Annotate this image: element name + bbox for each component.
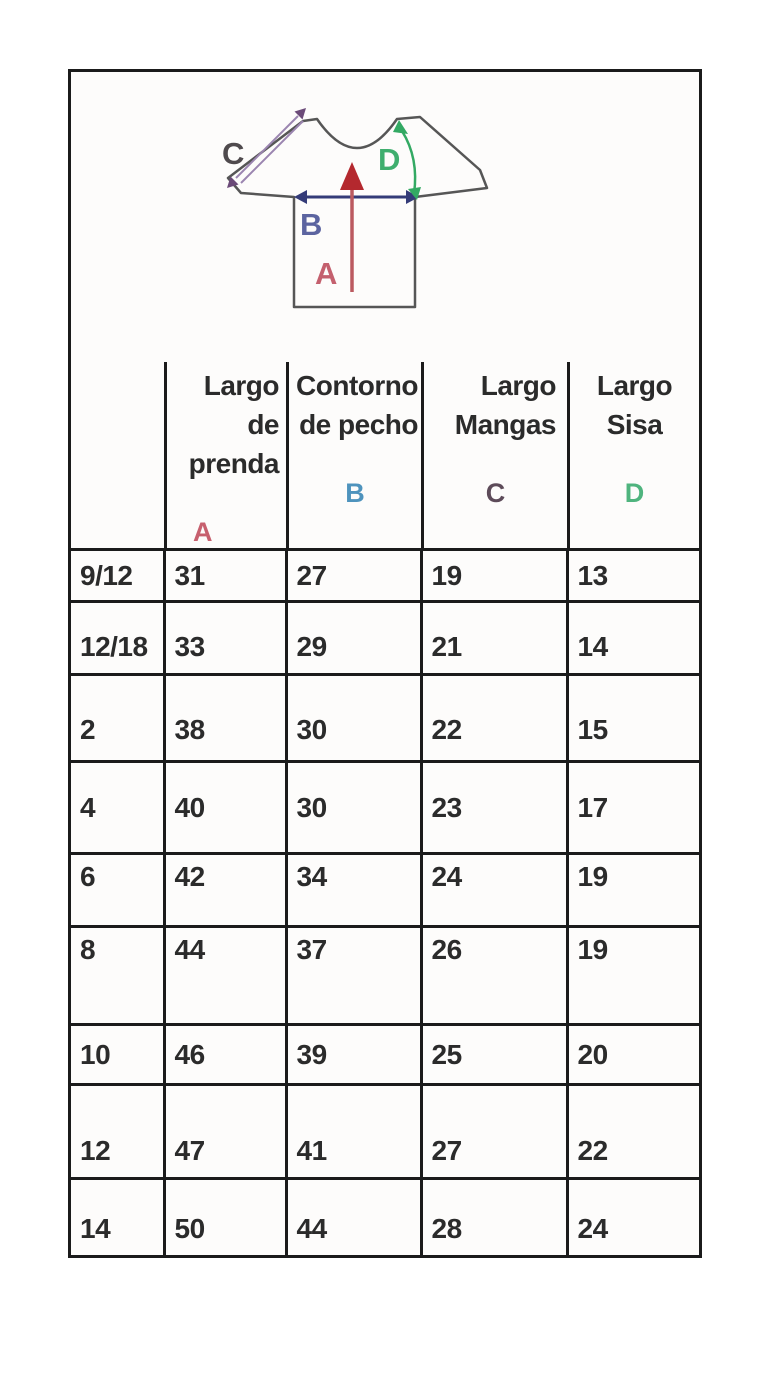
column-letter-b: B	[345, 478, 365, 508]
value-cell: 17	[565, 760, 699, 855]
value-cell: 27	[419, 1083, 569, 1180]
measure-b-arrow	[294, 190, 419, 204]
diagram-label-d: D	[378, 142, 400, 177]
table-row: 9/12 31 27 19 13	[71, 548, 699, 603]
tshirt-diagram-svg: C B A D	[222, 108, 489, 309]
value-cell: 30	[284, 673, 423, 763]
table-row: 12 47 41 27 22	[71, 1083, 699, 1180]
value-cell: 24	[565, 1177, 699, 1257]
value-cell: 31	[162, 548, 288, 603]
value-cell: 24	[419, 852, 569, 928]
value-cell: 19	[565, 925, 699, 1026]
value-cell: 23	[419, 760, 569, 855]
measure-c-arrow	[227, 108, 306, 188]
size-cell: 12/18	[71, 600, 166, 676]
value-cell: 13	[565, 548, 699, 603]
header-cell-size	[71, 362, 164, 548]
column-title-line1: Contorno	[296, 370, 418, 401]
header-cell-largo-sisa: Largo Sisa D	[567, 362, 699, 548]
column-letter-c: C	[485, 478, 506, 508]
table-row: 12/18 33 29 21 14	[71, 600, 699, 676]
value-cell: 19	[565, 852, 699, 928]
column-letter-a: A	[193, 517, 213, 547]
value-cell: 26	[419, 925, 569, 1026]
value-cell: 29	[284, 600, 423, 676]
diagram-label-a: A	[315, 256, 337, 291]
size-cell: 4	[71, 760, 166, 855]
value-cell: 22	[419, 673, 569, 763]
table-row: 2 38 30 22 15	[71, 673, 699, 763]
value-cell: 47	[162, 1083, 288, 1180]
column-title-line2: Sisa	[606, 409, 663, 440]
value-cell: 28	[419, 1177, 569, 1257]
size-cell: 10	[71, 1023, 166, 1086]
column-title-line2: Mangas	[454, 409, 557, 440]
size-cell: 2	[71, 673, 166, 763]
table-row: 8 44 37 26 19	[71, 925, 699, 1026]
size-table: 9/12 31 27 19 13 12/18 33 29 21 14 2 38 30 22 15 4 40 30 2…	[71, 548, 699, 1257]
value-cell: 42	[162, 852, 288, 928]
table-row: 14 50 44 28 24	[71, 1177, 699, 1257]
value-cell: 39	[284, 1023, 423, 1086]
header-cell-contorno-de-pecho: Contorno de pecho B	[286, 362, 421, 548]
value-cell: 38	[162, 673, 288, 763]
value-cell: 40	[162, 760, 288, 855]
table-row: 6 42 34 24 19	[71, 852, 699, 928]
size-cell: 12	[71, 1083, 166, 1180]
table-row: 4 40 30 23 17	[71, 760, 699, 855]
value-cell: 27	[284, 548, 423, 603]
value-cell: 22	[565, 1083, 699, 1180]
diagram-label-c: C	[222, 136, 244, 171]
column-letter-d: D	[624, 478, 645, 508]
chart-frame: C B A D Largo de prenda A Contorno de pe…	[68, 69, 702, 1258]
tshirt-measurement-diagram: C B A D	[210, 100, 500, 320]
value-cell: 44	[162, 925, 288, 1026]
value-cell: 33	[162, 600, 288, 676]
value-cell: 44	[284, 1177, 423, 1257]
size-cell: 9/12	[71, 548, 166, 603]
size-cell: 8	[71, 925, 166, 1026]
column-title: Largo Mangas	[424, 366, 567, 444]
size-table-body: 9/12 31 27 19 13 12/18 33 29 21 14 2 38 30 22 15 4 40 30 2…	[71, 548, 699, 1257]
value-cell: 46	[162, 1023, 288, 1086]
value-cell: 20	[565, 1023, 699, 1086]
measure-a-arrow	[340, 162, 364, 292]
column-title-line2: prenda	[188, 448, 280, 479]
value-cell: 30	[284, 760, 423, 855]
value-cell: 14	[565, 600, 699, 676]
column-title: Contorno de pecho	[289, 366, 421, 444]
column-title-line2: de pecho	[299, 409, 418, 440]
value-cell: 50	[162, 1177, 288, 1257]
diagram-label-b: B	[300, 207, 322, 242]
value-cell: 15	[565, 673, 699, 763]
measure-d-arrow	[393, 120, 421, 200]
column-title-line1: Largo	[596, 370, 673, 401]
value-cell: 37	[284, 925, 423, 1026]
value-cell: 25	[419, 1023, 569, 1086]
column-title-line1: Largo de	[203, 370, 280, 440]
value-cell: 41	[284, 1083, 423, 1180]
column-title: Largo de prenda	[167, 366, 286, 483]
size-cell: 6	[71, 852, 166, 928]
value-cell: 34	[284, 852, 423, 928]
column-title: Largo Sisa	[570, 366, 699, 444]
tshirt-outline	[226, 115, 489, 309]
header-cell-largo-de-prenda: Largo de prenda A	[164, 362, 286, 548]
size-cell: 14	[71, 1177, 166, 1257]
value-cell: 19	[419, 548, 569, 603]
table-row: 10 46 39 25 20	[71, 1023, 699, 1086]
column-title-line1: Largo	[480, 370, 557, 401]
header-cell-largo-mangas: Largo Mangas C	[421, 362, 567, 548]
value-cell: 21	[419, 600, 569, 676]
